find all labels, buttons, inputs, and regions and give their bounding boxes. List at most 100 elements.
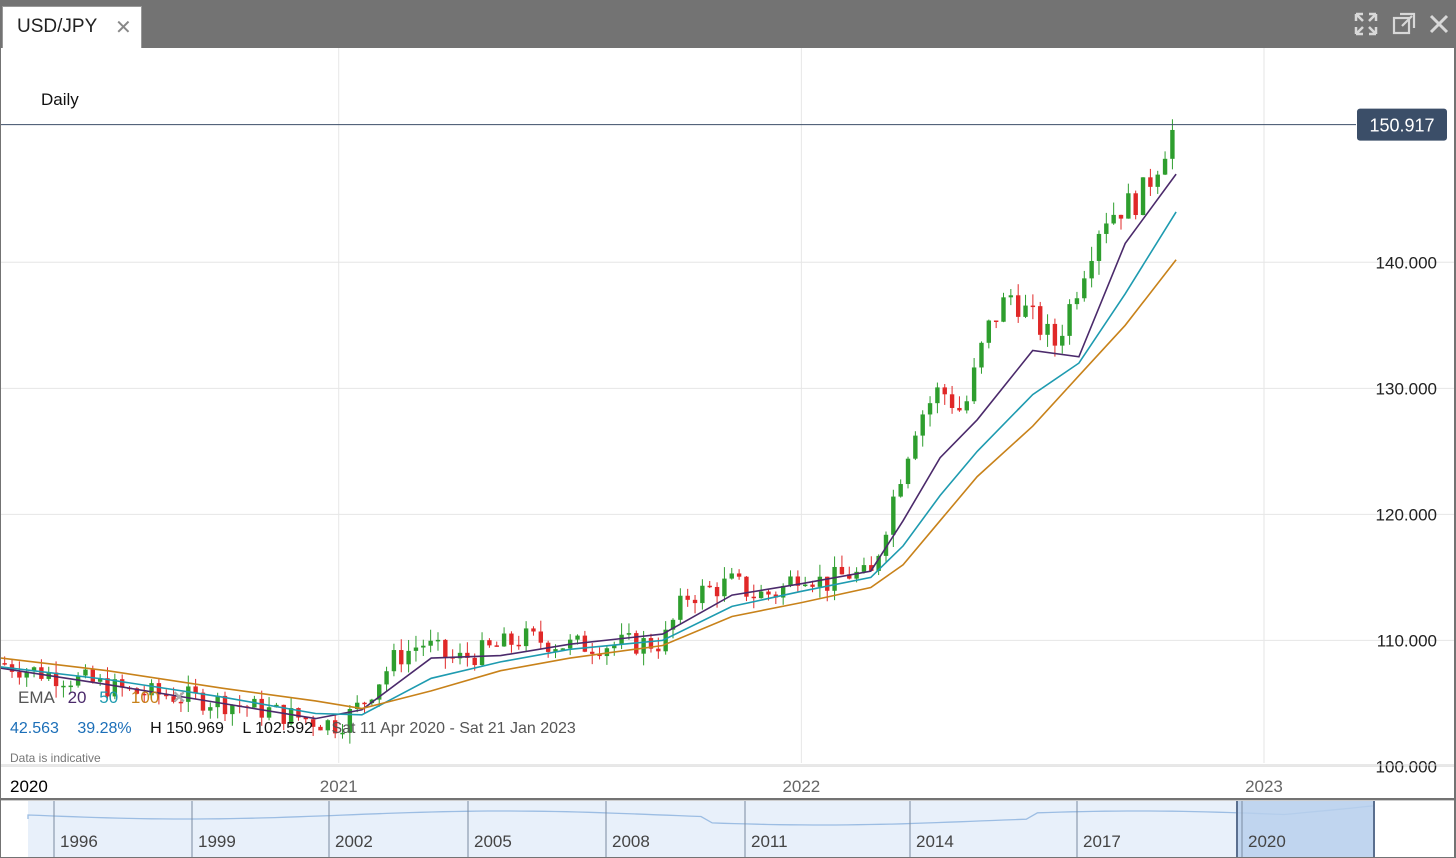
candle-body bbox=[413, 647, 419, 651]
candle-body bbox=[531, 628, 536, 632]
candle-body bbox=[487, 640, 492, 646]
candle-body bbox=[949, 394, 955, 408]
candle-body bbox=[854, 571, 859, 579]
navigator-year-label: 1999 bbox=[198, 832, 236, 851]
candle-body bbox=[494, 645, 499, 647]
ema-50-label: 50 bbox=[99, 688, 119, 707]
candle-body bbox=[957, 407, 962, 411]
candle-body bbox=[898, 484, 903, 497]
candle-body bbox=[773, 594, 779, 598]
candle-body bbox=[678, 595, 683, 620]
candle-body bbox=[626, 633, 632, 635]
candle-body bbox=[817, 576, 823, 587]
y-tick-label: 100.000 bbox=[1376, 757, 1437, 776]
candle-body bbox=[876, 555, 881, 571]
chart-area[interactable]: 100.000 110.000 120.000 130.000 140.000 2020 2… bbox=[1, 48, 1454, 798]
candle-body bbox=[942, 387, 947, 395]
navigator[interactable]: 1996 1999 2002 2005 2008 2011 2014 2017 2020 bbox=[1, 800, 1454, 857]
x-tick-label: 2020 bbox=[10, 777, 48, 796]
candle-body bbox=[406, 650, 411, 665]
candle-body bbox=[927, 403, 933, 415]
candle-body bbox=[266, 707, 272, 718]
candle-body bbox=[421, 645, 426, 648]
candle-body bbox=[24, 671, 29, 678]
fullscreen-icon[interactable] bbox=[1352, 10, 1380, 38]
period-label: Daily bbox=[41, 90, 79, 109]
candle-body bbox=[920, 414, 925, 436]
candle-body bbox=[869, 565, 874, 571]
candle-body bbox=[935, 387, 940, 404]
navigator-year-label: 2005 bbox=[474, 832, 512, 851]
candle-body bbox=[384, 671, 389, 685]
candle-body bbox=[685, 595, 690, 600]
candle-body bbox=[575, 635, 580, 640]
navigator-year-label: 2008 bbox=[612, 832, 650, 851]
candle-body bbox=[31, 667, 37, 672]
candle-body bbox=[200, 692, 206, 711]
candle-body bbox=[332, 720, 338, 734]
candle-body bbox=[913, 435, 918, 459]
candle-body bbox=[1148, 177, 1153, 187]
disclaimer: Data is indicative bbox=[10, 751, 101, 765]
candle-body bbox=[692, 599, 698, 604]
candle-body bbox=[215, 695, 220, 708]
candle-body bbox=[758, 591, 764, 599]
candle-body bbox=[839, 566, 845, 575]
current-price-tag bbox=[1357, 108, 1447, 141]
candle-body bbox=[90, 669, 96, 682]
candle-body bbox=[861, 565, 867, 572]
candle-body bbox=[736, 573, 742, 577]
candle-body bbox=[1155, 174, 1160, 187]
candle-body bbox=[465, 652, 470, 658]
candle-body bbox=[1038, 306, 1043, 335]
change-percent: 39.28% bbox=[77, 720, 132, 737]
ema-legend: EMA 20 50 100 ✕ bbox=[18, 688, 194, 708]
candle-body bbox=[847, 574, 852, 579]
candle-body bbox=[61, 685, 66, 688]
candle-body bbox=[751, 596, 756, 599]
candle-body bbox=[780, 585, 786, 598]
candle-body bbox=[83, 669, 88, 676]
candle-body bbox=[303, 717, 308, 720]
close-window-icon[interactable] bbox=[1425, 10, 1453, 38]
candle-body bbox=[340, 732, 345, 735]
candle-body bbox=[119, 679, 125, 688]
candle-body bbox=[142, 693, 147, 696]
candle-body bbox=[97, 678, 103, 682]
candle-body bbox=[1118, 214, 1124, 219]
popout-icon[interactable] bbox=[1390, 10, 1418, 38]
tab-label: USD/JPY bbox=[17, 16, 98, 37]
ema-20-label: 20 bbox=[67, 688, 87, 707]
candle-body bbox=[435, 639, 441, 642]
candle-body bbox=[134, 688, 140, 694]
candle-body bbox=[1133, 193, 1138, 215]
navigator-chart[interactable]: 1996 1999 2002 2005 2008 2011 2014 2017 2020 bbox=[1, 801, 1454, 857]
tab-usd-jpy[interactable]: USD/JPY ✕ bbox=[2, 6, 142, 48]
candle-body bbox=[1023, 305, 1028, 317]
candle-body bbox=[39, 667, 44, 679]
navigator-selection[interactable] bbox=[1237, 801, 1374, 857]
candle-body bbox=[281, 704, 286, 724]
candle-body bbox=[648, 638, 654, 649]
navigator-year-label: 2002 bbox=[335, 832, 373, 851]
navigator-band bbox=[28, 801, 1374, 857]
candle-body bbox=[2, 663, 7, 665]
high-value: H 150.969 bbox=[150, 720, 224, 737]
candle-body bbox=[1001, 297, 1006, 322]
navigator-year-label: 2014 bbox=[916, 832, 954, 851]
candle-body bbox=[971, 367, 977, 402]
candle-body bbox=[296, 708, 301, 718]
candle-body bbox=[310, 719, 316, 727]
navigator-year-label: 2017 bbox=[1083, 832, 1121, 851]
candle-body bbox=[171, 696, 176, 702]
ema-100-line bbox=[1, 259, 1177, 710]
candle-body bbox=[428, 640, 433, 646]
candle-body bbox=[641, 638, 646, 654]
candle-body bbox=[1162, 158, 1168, 175]
candle-body bbox=[744, 576, 749, 597]
navigator-year-label: 1996 bbox=[60, 832, 98, 851]
close-icon[interactable]: ✕ bbox=[115, 17, 132, 39]
close-icon[interactable]: ✕ bbox=[172, 688, 187, 707]
candle-body bbox=[164, 694, 169, 697]
